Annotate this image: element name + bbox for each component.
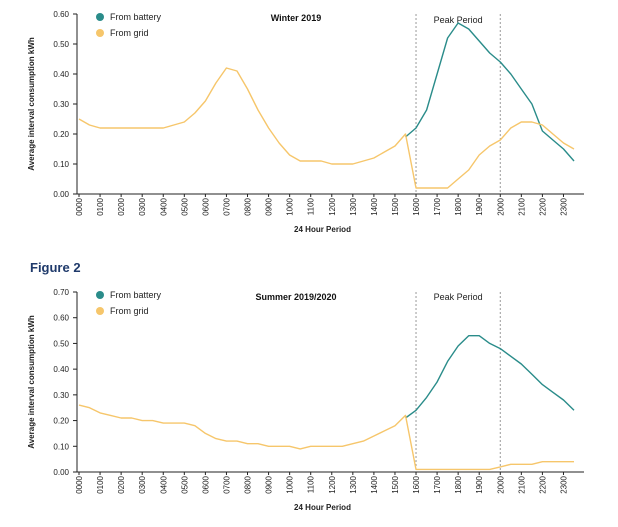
x-tick-label: 1100 xyxy=(307,197,316,215)
x-axis-label: 24 Hour Period xyxy=(294,503,351,512)
chart-title: Winter 2019 xyxy=(271,13,321,23)
y-tick-label: 0.70 xyxy=(53,288,69,297)
x-tick-label: 0700 xyxy=(222,197,231,215)
x-tick-label: 1300 xyxy=(349,475,358,493)
y-tick-label: 0.60 xyxy=(53,10,69,19)
x-tick-label: 0700 xyxy=(222,475,231,493)
legend-label: From battery xyxy=(110,12,162,22)
x-axis-label: 24 Hour Period xyxy=(294,225,351,234)
peak-period-annotation: Peak Period xyxy=(434,15,483,25)
x-tick-label: 1800 xyxy=(454,197,463,215)
x-tick-label: 0900 xyxy=(265,475,274,493)
y-tick-label: 0.20 xyxy=(53,417,69,426)
x-tick-label: 0100 xyxy=(96,197,105,215)
chart-summer-2019-2020: 0.00 0.10 0.20 0.30 0.40 0.50 0.60 0.70 0000 0100… xyxy=(27,288,584,512)
x-tick-label: 2000 xyxy=(496,197,505,215)
x-tick-label: 1700 xyxy=(433,197,442,215)
x-tick-label: 0400 xyxy=(159,197,168,215)
x-tick-label: 1500 xyxy=(391,197,400,215)
peak-period-annotation: Peak Period xyxy=(434,292,483,302)
y-tick-label: 0.20 xyxy=(53,130,69,139)
x-tick-label: 0800 xyxy=(244,197,253,215)
x-tick-label: 0300 xyxy=(138,197,147,215)
y-tick-label: 0.60 xyxy=(53,314,69,323)
y-tick-label: 0.40 xyxy=(53,365,69,374)
legend-label: From grid xyxy=(110,28,149,38)
x-tick-label: 1300 xyxy=(349,197,358,215)
x-tick-label: 0500 xyxy=(180,197,189,215)
legend-marker-from-battery xyxy=(96,13,104,21)
x-tick-label: 1400 xyxy=(370,197,379,215)
x-tick-label: 0400 xyxy=(159,475,168,493)
y-tick-label: 0.50 xyxy=(53,40,69,49)
y-axis-label: Average interval consumption kWh xyxy=(27,37,36,171)
chart-winter-2019: 0.00 0.10 0.20 0.30 0.40 0.50 0.60 0000 0100 0200… xyxy=(27,10,584,234)
series-line-from-grid xyxy=(78,67,575,189)
x-tick-label: 1600 xyxy=(412,197,421,215)
x-tick-label: 1900 xyxy=(475,197,484,215)
x-tick-label: 0100 xyxy=(96,475,105,493)
x-tick-label: 0500 xyxy=(180,475,189,493)
series-line-from-grid xyxy=(78,404,574,471)
y-tick-label: 0.10 xyxy=(53,160,69,169)
x-tick-label: 0200 xyxy=(117,475,126,493)
x-tick-label: 0000 xyxy=(75,197,84,215)
legend-marker-from-battery xyxy=(96,291,104,299)
x-tick-label: 1600 xyxy=(412,475,421,493)
x-tick-label: 1400 xyxy=(370,475,379,493)
y-axis-label: Average interval consumption kWh xyxy=(27,315,36,449)
x-tick-label: 0000 xyxy=(75,475,84,493)
x-tick-label: 0600 xyxy=(201,475,210,493)
legend-marker-from-grid xyxy=(96,307,104,315)
series-line-from-battery xyxy=(405,22,575,162)
x-tick-label: 1800 xyxy=(454,475,463,493)
x-tick-label: 2100 xyxy=(517,475,526,493)
x-tick-label: 1200 xyxy=(328,197,337,215)
x-tick-label: 2300 xyxy=(559,475,568,493)
x-tick-label: 1000 xyxy=(286,197,295,215)
y-tick-label: 0.00 xyxy=(53,468,69,477)
x-tick-label: 0200 xyxy=(117,197,126,215)
x-tick-label: 2200 xyxy=(538,475,547,493)
x-tick-label: 0800 xyxy=(244,475,253,493)
x-tick-label: 2000 xyxy=(496,475,505,493)
x-tick-label: 2200 xyxy=(538,197,547,215)
x-tick-label: 0900 xyxy=(265,197,274,215)
chart-title: Summer 2019/2020 xyxy=(255,292,336,302)
x-tick-label: 1700 xyxy=(433,475,442,493)
y-tick-label: 0.50 xyxy=(53,339,69,348)
legend-marker-from-grid xyxy=(96,29,104,37)
series-line-from-battery xyxy=(405,335,575,419)
x-tick-label: 2300 xyxy=(559,197,568,215)
x-tick-label: 1200 xyxy=(328,475,337,493)
x-tick-label: 1000 xyxy=(286,475,295,493)
x-tick-label: 2100 xyxy=(517,197,526,215)
x-tick-label: 0300 xyxy=(138,475,147,493)
y-tick-label: 0.40 xyxy=(53,70,69,79)
x-tick-label: 1100 xyxy=(307,475,316,493)
x-tick-label: 1500 xyxy=(391,475,400,493)
legend-label: From grid xyxy=(110,306,149,316)
x-tick-label: 1900 xyxy=(475,475,484,493)
figure-heading: Figure 2 xyxy=(30,260,81,275)
y-tick-label: 0.30 xyxy=(53,100,69,109)
y-tick-label: 0.00 xyxy=(53,190,69,199)
legend-label: From battery xyxy=(110,290,162,300)
x-tick-label: 0600 xyxy=(201,197,210,215)
y-tick-label: 0.30 xyxy=(53,391,69,400)
y-tick-label: 0.10 xyxy=(53,442,69,451)
